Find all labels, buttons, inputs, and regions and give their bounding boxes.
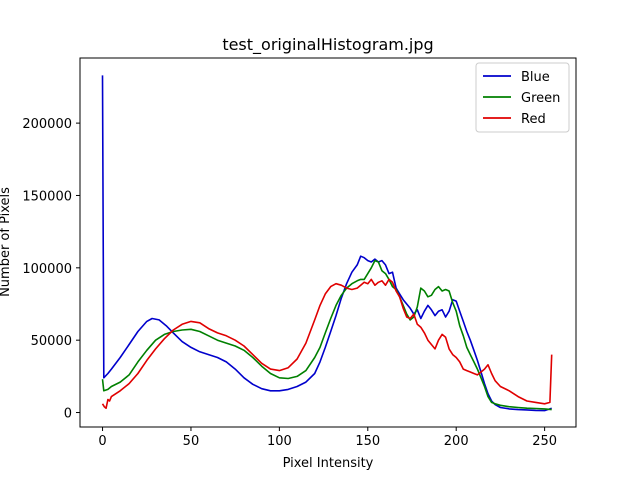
x-tick-label: 150 <box>355 434 380 449</box>
x-tick-label: 50 <box>183 434 200 449</box>
series-line-green <box>101 259 552 411</box>
x-tick-label: 100 <box>267 434 292 449</box>
y-tick-label: 0 <box>64 407 72 422</box>
x-tick-label: 250 <box>532 434 557 449</box>
legend-label-green: Green <box>521 91 560 106</box>
plot-lines <box>101 75 553 412</box>
y-axis-ticks: 0 50000 100000 150000 200000 <box>22 117 80 422</box>
legend: Blue Green Red <box>475 62 570 133</box>
y-axis-label: Number of Pixels <box>0 187 13 297</box>
x-tick-label: 0 <box>98 434 106 449</box>
y-tick-label: 50000 <box>31 334 72 349</box>
y-tick-label: 100000 <box>22 262 72 277</box>
x-axis-ticks: 0 50 100 150 200 250 <box>98 427 557 449</box>
legend-label-blue: Blue <box>521 70 550 85</box>
chart-title: test_originalHistogram.jpg <box>222 35 433 55</box>
y-tick-label: 200000 <box>22 117 72 132</box>
x-axis-label: Pixel Intensity <box>283 456 374 471</box>
legend-box <box>475 62 570 133</box>
y-tick-label: 150000 <box>22 189 72 204</box>
legend-label-red: Red <box>521 112 546 127</box>
x-tick-label: 200 <box>444 434 469 449</box>
series-line-red <box>101 278 553 409</box>
axes-frame <box>79 57 577 428</box>
